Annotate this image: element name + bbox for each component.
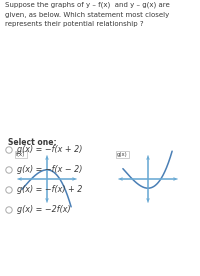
Text: f(x): f(x) bbox=[16, 152, 25, 157]
Text: Select one:: Select one: bbox=[8, 138, 57, 147]
Text: Suppose the graphs of y – f(x)  and y – g(x) are: Suppose the graphs of y – f(x) and y – g… bbox=[5, 2, 170, 9]
Text: g(x) = −f(x − 2): g(x) = −f(x − 2) bbox=[17, 166, 82, 174]
Text: g(x): g(x) bbox=[117, 152, 128, 157]
Text: given, as below. Which statement most closely: given, as below. Which statement most cl… bbox=[5, 12, 169, 17]
Text: g(x) = −2f(x): g(x) = −2f(x) bbox=[17, 206, 71, 214]
Text: g(x) = −f(x + 2): g(x) = −f(x + 2) bbox=[17, 145, 82, 155]
Text: represents their potential relationship ?: represents their potential relationship … bbox=[5, 21, 144, 27]
Text: g(x) = −f(x) + 2: g(x) = −f(x) + 2 bbox=[17, 185, 82, 195]
